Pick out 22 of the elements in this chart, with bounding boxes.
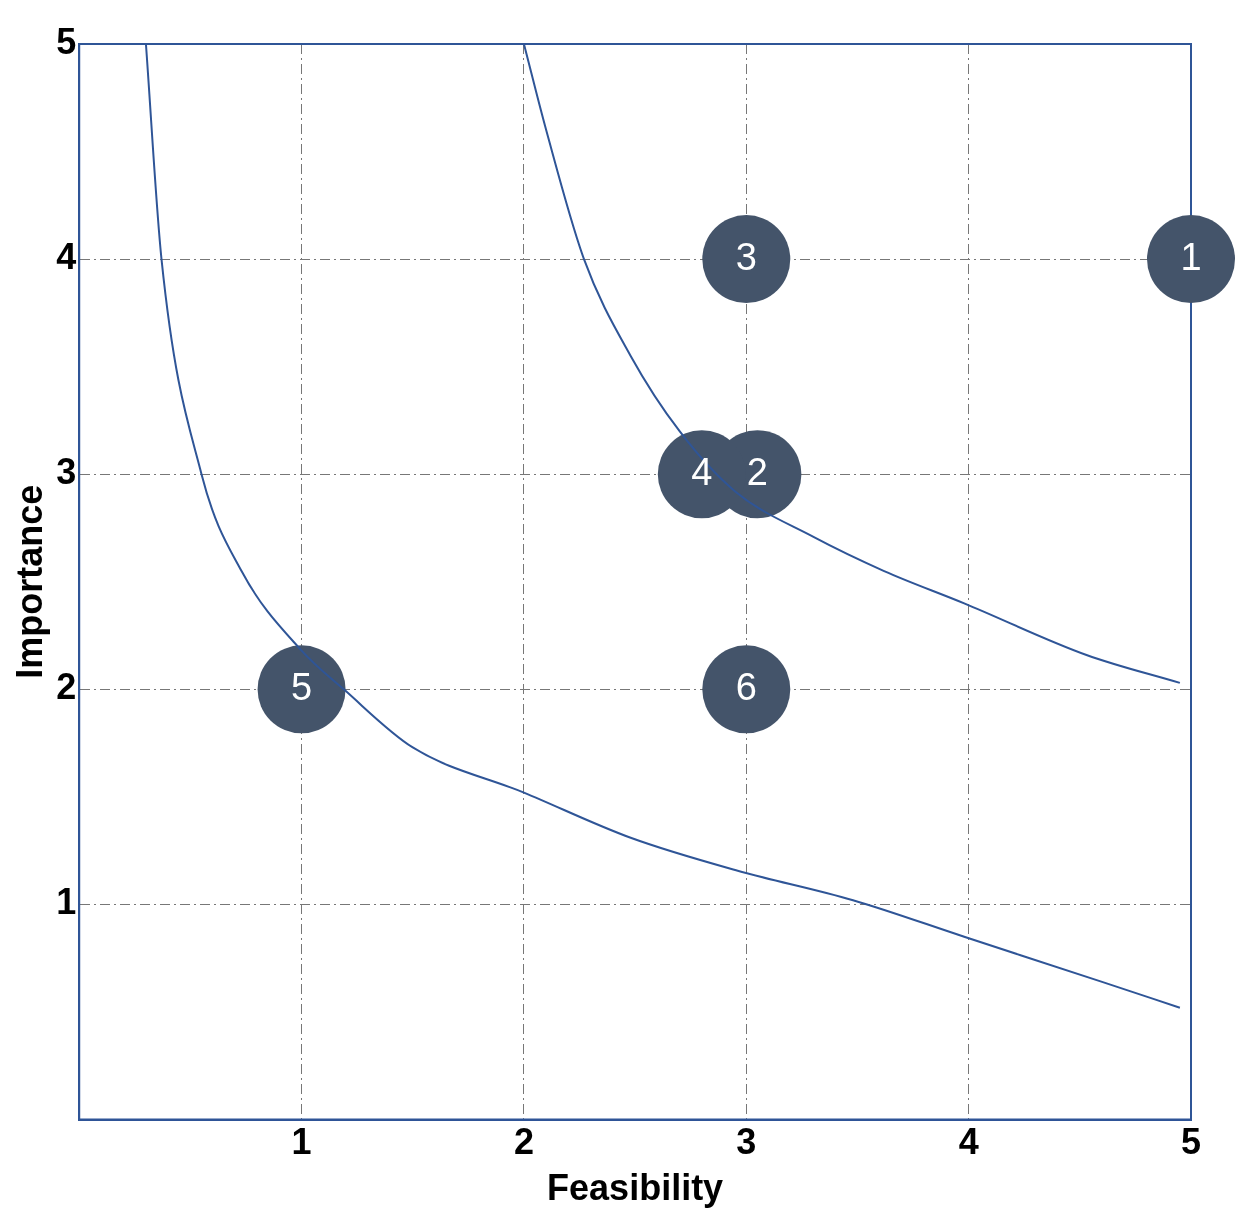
y-tick-label: 1: [56, 881, 77, 923]
x-tick-label: 1: [291, 1121, 312, 1163]
y-axis-title: Importance: [8, 484, 50, 679]
y-tick-label: 2: [56, 666, 77, 708]
point: [257, 645, 346, 734]
y-tick-label: 4: [56, 236, 77, 278]
x-axis-title: Feasibility: [547, 1167, 724, 1209]
x-tick-label: 5: [1180, 1121, 1202, 1163]
x-tick-label: 2: [513, 1121, 534, 1163]
x-tick-label: 3: [736, 1121, 757, 1163]
annotation: 5: [291, 665, 313, 708]
point: [702, 645, 791, 734]
point: [702, 215, 791, 304]
point: [1147, 215, 1235, 304]
annotation: 1: [1180, 235, 1202, 278]
y-tick-label: 3: [56, 451, 77, 493]
y-tick-label: 5: [56, 20, 77, 62]
annotation: 6: [735, 665, 757, 708]
annotation: 4: [691, 450, 713, 493]
x-tick-label: 4: [958, 1121, 979, 1163]
annotation: 3: [735, 235, 757, 278]
annotation: 2: [746, 450, 768, 493]
